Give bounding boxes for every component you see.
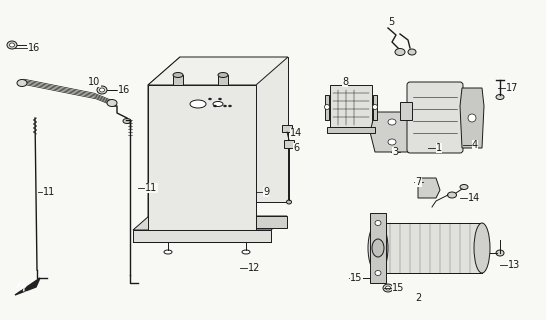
Ellipse shape (218, 98, 222, 100)
Bar (282, 125, 292, 132)
Ellipse shape (107, 100, 117, 107)
Text: 2: 2 (415, 293, 422, 303)
Ellipse shape (395, 49, 405, 55)
Text: 6: 6 (293, 143, 299, 153)
Ellipse shape (9, 43, 15, 47)
Ellipse shape (190, 100, 206, 108)
Polygon shape (327, 127, 375, 133)
Ellipse shape (353, 276, 359, 280)
Text: 13: 13 (508, 260, 520, 270)
Ellipse shape (287, 200, 292, 204)
Text: 16: 16 (28, 43, 40, 53)
Text: 5: 5 (388, 17, 394, 27)
Text: 12: 12 (248, 263, 260, 273)
Ellipse shape (383, 284, 393, 292)
Ellipse shape (460, 185, 468, 189)
Polygon shape (373, 95, 377, 120)
Text: 11: 11 (145, 183, 157, 193)
Polygon shape (148, 57, 180, 230)
Ellipse shape (474, 223, 490, 273)
Text: 1: 1 (436, 143, 442, 153)
Text: 16: 16 (118, 85, 130, 95)
Polygon shape (378, 223, 482, 273)
Bar (400, 102, 412, 120)
Ellipse shape (372, 239, 384, 257)
Ellipse shape (209, 98, 211, 100)
Polygon shape (418, 178, 440, 198)
Ellipse shape (375, 270, 381, 276)
Ellipse shape (213, 101, 223, 107)
Ellipse shape (7, 41, 17, 49)
Polygon shape (370, 112, 415, 152)
Polygon shape (148, 57, 288, 85)
FancyBboxPatch shape (407, 82, 463, 153)
Ellipse shape (368, 223, 388, 273)
Bar (284, 140, 294, 148)
Text: FR.: FR. (14, 281, 31, 295)
Ellipse shape (496, 250, 504, 256)
Polygon shape (370, 213, 386, 283)
Text: 14: 14 (468, 193, 480, 203)
Ellipse shape (324, 105, 329, 109)
Ellipse shape (388, 139, 396, 145)
Polygon shape (325, 95, 329, 120)
Ellipse shape (242, 250, 250, 254)
Polygon shape (148, 85, 256, 230)
Ellipse shape (123, 118, 131, 124)
Ellipse shape (213, 105, 217, 107)
Ellipse shape (173, 73, 183, 77)
Polygon shape (133, 216, 287, 230)
Ellipse shape (228, 105, 232, 107)
Text: 10: 10 (88, 77, 100, 87)
Ellipse shape (17, 79, 27, 86)
Ellipse shape (97, 86, 107, 94)
Polygon shape (180, 57, 288, 202)
Ellipse shape (164, 250, 172, 254)
Text: 14: 14 (290, 128, 302, 138)
Ellipse shape (375, 220, 381, 226)
Ellipse shape (385, 286, 390, 290)
Ellipse shape (223, 105, 227, 107)
Text: 3: 3 (392, 147, 398, 157)
Polygon shape (218, 75, 228, 85)
Bar (330, 85, 372, 130)
Text: 7: 7 (415, 177, 422, 187)
Ellipse shape (496, 94, 504, 100)
Polygon shape (133, 230, 271, 242)
Ellipse shape (218, 73, 228, 77)
Text: 4: 4 (472, 140, 478, 150)
Text: 15: 15 (350, 273, 363, 283)
Polygon shape (15, 278, 40, 295)
Polygon shape (149, 216, 287, 228)
Ellipse shape (351, 274, 361, 282)
Text: 9: 9 (263, 187, 269, 197)
Text: 15: 15 (392, 283, 405, 293)
Polygon shape (460, 88, 484, 148)
Text: 8: 8 (342, 77, 348, 87)
Text: 11: 11 (43, 187, 55, 197)
Ellipse shape (388, 119, 396, 125)
Ellipse shape (408, 49, 416, 55)
Ellipse shape (468, 114, 476, 122)
Text: 17: 17 (506, 83, 518, 93)
Ellipse shape (448, 192, 456, 198)
Ellipse shape (372, 105, 377, 109)
Ellipse shape (99, 88, 104, 92)
Polygon shape (173, 75, 183, 85)
Ellipse shape (375, 245, 381, 251)
